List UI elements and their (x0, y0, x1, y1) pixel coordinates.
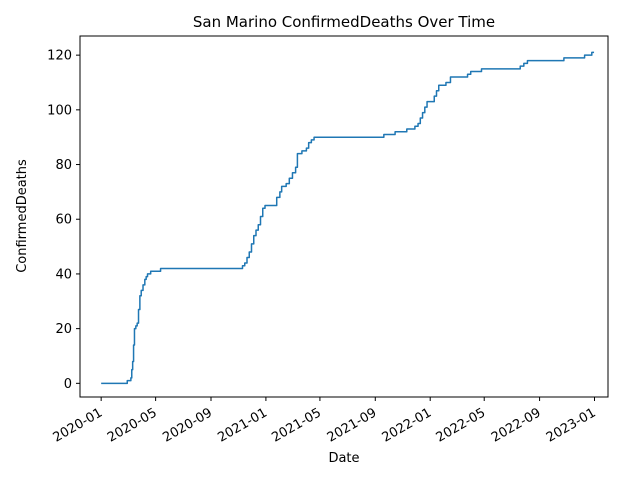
x-tick-label: 2020-01 (51, 405, 106, 445)
plot-series (101, 51, 595, 385)
y-tick-label: 60 (55, 213, 72, 228)
y-axis: 0 20 40 60 80 100 120 (47, 49, 80, 392)
x-tick-label: 2020-05 (105, 405, 160, 445)
x-tick-label: 2022-05 (434, 405, 489, 445)
x-tick-label: 2022-09 (489, 405, 544, 445)
y-tick-label: 100 (47, 103, 72, 118)
x-tick-label: 2021-09 (325, 405, 380, 445)
plot-frame (79, 35, 609, 398)
y-axis-label: ConfirmedDeaths (15, 159, 30, 273)
y-tick-label: 40 (55, 267, 72, 282)
x-tick-label: 2021-01 (215, 405, 270, 445)
series-line (101, 51, 595, 385)
y-tick-label: 80 (55, 158, 72, 173)
x-axis: 2020-01 2020-05 2020-09 2021-01 2021-05 2021-… (51, 397, 599, 446)
x-tick-label: 2021-05 (269, 405, 324, 445)
x-tick-label: 2023-01 (544, 405, 599, 445)
chart-title: San Marino ConfirmedDeaths Over Time (193, 13, 495, 31)
y-tick-label: 0 (64, 377, 72, 392)
x-tick-label: 2022-01 (380, 405, 435, 445)
x-axis-label: Date (328, 451, 359, 466)
x-tick-label: 2020-09 (160, 405, 215, 445)
y-tick-label: 20 (55, 322, 72, 337)
y-tick-label: 120 (47, 49, 72, 64)
